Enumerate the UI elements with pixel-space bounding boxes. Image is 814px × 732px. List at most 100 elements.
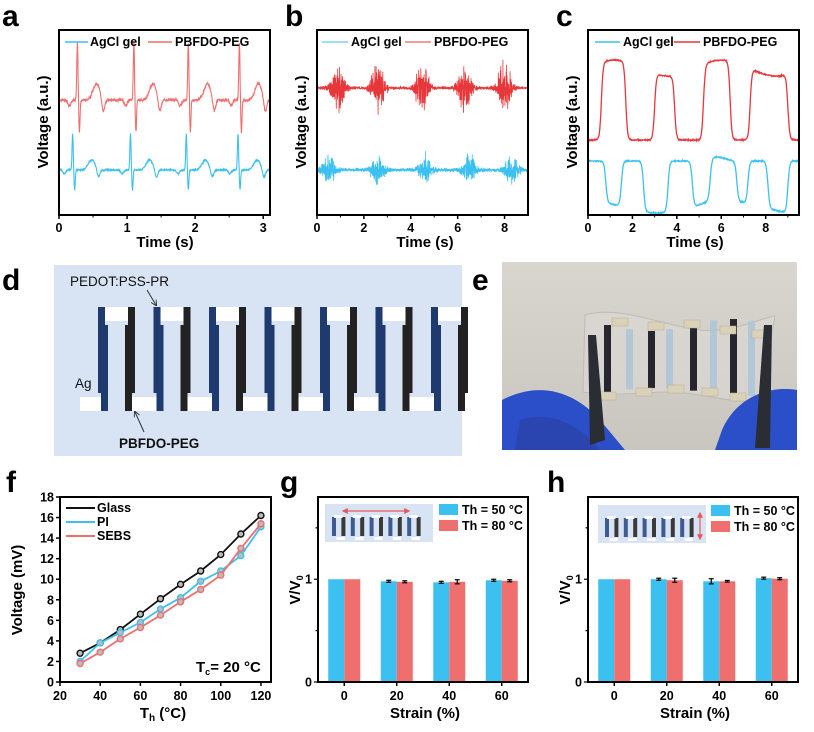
marker-sebs [176,598,185,606]
x-ticks-a: 0 1 2 3 [56,215,267,235]
pbfdo-leg [125,307,135,411]
x-ticks-c: 0 2 4 6 8 [585,215,789,235]
x-axis-label-a: Time (s) [136,234,193,251]
bar-80c [771,578,788,682]
legend-label-pbfdo-a: PBFDO-PEG [175,35,249,49]
y-tick-label: 1 [575,573,582,587]
photo-pbfdo-leg [690,324,697,391]
x-tick-label: 60 [133,689,147,703]
inset-leg [623,518,628,537]
panel-d: d PEDOT:PSS-PR Ag PBFDO-PEG [2,264,492,456]
x-tick-label: 8 [501,221,508,235]
x-tick-label: 0 [341,689,348,703]
pbfdo-leg [458,307,468,411]
marker-pi [237,551,245,560]
legend-label-50c-g: Th = 50 °C [462,503,523,517]
inset-bottom-pad [336,537,345,540]
trace-pbfdo-c [589,58,799,143]
y-axis-label-g: V/V0 [287,575,305,604]
inset-leg [614,518,619,537]
marker-sebs [237,544,245,553]
ag-top-connector [160,307,184,321]
inset-bottom-pad [647,538,656,541]
traces-a [60,41,270,191]
marker-sebs [76,659,84,668]
x-tick-label: 40 [442,689,456,703]
legend-b: AgCl gel PBFDO-PEG [322,35,508,49]
legend-label-pi: PI [97,515,109,529]
inset-top-pad [625,516,635,519]
inset-leg [680,518,685,537]
legend-label-sebs: SEBS [97,529,131,543]
arrow-pedot [146,289,156,305]
legend-swatch-50c-h [711,505,730,516]
legend-label-agcl-a: AgCl gel [90,35,141,49]
inset-top-pad [644,516,654,519]
panel-g: g 0 20 40 60 0 1 Strain (%) V/V0 Th = 50 °C T… [280,466,529,722]
trace-agcl-a [60,133,270,191]
photo-pedot-leg [710,320,717,394]
marker-sebs [156,611,165,619]
marker-sebs [116,635,124,643]
inset-bottom-pad [665,538,675,541]
inset-strain-horizontal [325,504,433,542]
photo-ag-pad [701,387,719,397]
inset-bottom-pad [684,538,694,541]
pedot-leg [264,307,275,411]
pbfdo-leg [236,307,246,411]
inset-leg [379,517,383,536]
photo-pedot-leg [666,329,673,389]
inset-bottom-pad [628,538,637,541]
legend-label-pbfdo-b: PBFDO-PEG [434,35,508,49]
left-glove-shade [515,416,600,450]
x-axis-label-f: Th (°C) [140,705,186,724]
panel-label-b: b [285,0,303,33]
x-tick-label: 6 [718,221,725,235]
inset-leg [670,518,675,537]
inset-bottom-pad [355,537,364,540]
ag-bottom-connector [354,397,379,411]
y-tick-label: 16 [40,511,54,525]
panel-label-d: d [2,264,20,297]
panel-c: c 0 2 4 6 8 Time (s) Voltage (a.u.) AgCl gel… [556,0,800,251]
ag-bottom-connector [80,397,101,411]
ag-top-connector [271,307,295,321]
label-pbfdo: PBFDO-PEG [119,436,199,451]
photo-ag-pad [635,387,653,397]
trace-pbfdo-b [318,59,528,115]
panel-label-f: f [6,466,17,499]
panel-a: a 0 1 2 3 Time (s) Voltage (a.u.) AgCl gel … [2,0,271,251]
inset-bottom-pad [609,538,618,541]
pbfdo-leg [291,307,302,411]
pedot-leg [320,307,330,411]
x-tick-label: 20 [390,689,404,703]
photo-pbfdo-leg [648,330,655,389]
panel-label-e: e [472,264,489,297]
trace-agcl-c [589,154,799,214]
marker-sebs [196,585,205,594]
legend-label-agcl-c: AgCl gel [623,35,674,49]
ag-bottom-connector [465,397,492,411]
marker-glass [156,595,165,603]
y-axis-label-a: Voltage (a.u.) [35,75,52,168]
marker-pi [96,639,104,647]
inset-strain-vertical [598,505,706,543]
legend-label-50c-h: Th = 50 °C [734,504,795,518]
inset-top-pad [390,515,399,518]
legend-label-pbfdo-c: PBFDO-PEG [703,35,777,49]
x-tick-label: 0 [611,689,618,703]
x-ticks-b: 0 2 4 6 8 [314,215,508,235]
inset-top-pad [371,515,381,518]
inset-bottom-pad [392,537,402,540]
trace-pbfdo-a [60,41,270,134]
inset-top-pad [663,516,672,519]
photo-ag-pad [611,317,629,327]
inset-top-pad [334,515,343,518]
x-tick-label: 0 [314,221,321,235]
traces-b [318,59,528,185]
y-tick-label: 8 [47,593,54,607]
y-tick-label: 2 [47,655,54,669]
y-tick-label: 4 [47,634,54,648]
legend-label-80c-g: Th = 80 °C [462,519,523,533]
